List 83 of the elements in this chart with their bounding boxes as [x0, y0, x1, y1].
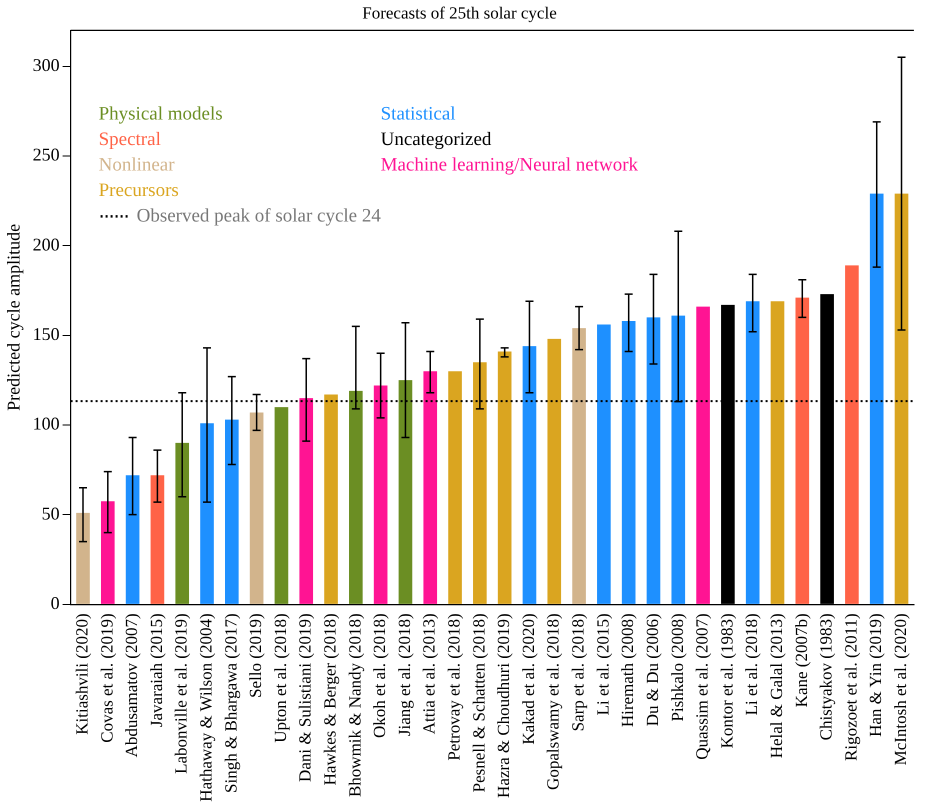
bar: [200, 423, 214, 604]
x-tick-label: Du & Du (2006): [642, 613, 662, 726]
bar: [250, 412, 264, 604]
x-tick-label: Javaraiah (2015): [146, 613, 166, 728]
x-tick-label: Okoh et al. (2018): [370, 613, 390, 738]
x-tick-label: Upton et al. (2018): [270, 613, 290, 743]
bar: [473, 362, 487, 604]
x-tick-label: Hathaway & Wilson (2004): [196, 613, 216, 802]
bar: [150, 475, 164, 604]
text: Machine learning/Neural network: [380, 154, 639, 176]
bar: [894, 194, 908, 604]
bar: [671, 316, 686, 604]
bar: [299, 398, 314, 604]
x-tick-label: Hawkes & Berger (2018): [320, 613, 340, 786]
bar: [622, 320, 636, 604]
x-tick-label: Jiang et al. (2018): [394, 613, 414, 736]
x-tick-label: Pesnell & Schatten (2018): [469, 613, 488, 792]
x-tick-label: Quassim et al. (2007): [692, 613, 712, 760]
text: Statistical: [380, 103, 456, 124]
chart-title: Forecasts of 25th solar cycle: [362, 4, 557, 23]
text: Uncategorized: [380, 128, 492, 150]
y-tick-label: 150: [32, 324, 60, 344]
bar: [225, 420, 239, 604]
x-tick-label: Li et al. (2015): [593, 613, 612, 716]
y-tick-label: 0: [50, 593, 60, 614]
x-tick-label: Dani & Sulistiani (2019): [296, 613, 315, 782]
x-tick-label: Abdusamatov (2007): [122, 613, 142, 758]
bar: [746, 301, 760, 604]
y-tick-label: 50: [42, 503, 60, 524]
x-tick-label: Covas et al. (2019): [97, 613, 116, 743]
bar: [100, 501, 115, 604]
text: Precursors: [98, 180, 179, 201]
bar: [274, 407, 288, 604]
bar: [572, 328, 586, 604]
x-tick-label: Pishkalo (2008): [668, 613, 687, 722]
bar: [498, 351, 512, 604]
x-tick-label: Rigozoet et al. (2011): [841, 613, 860, 761]
x-tick-label: Kakad et al. (2020): [518, 613, 538, 745]
bar: [175, 442, 190, 604]
x-tick-label: Petrovay et al. (2018): [444, 613, 464, 761]
y-tick-label: 250: [32, 144, 60, 165]
bar: [522, 346, 536, 604]
bar: [795, 298, 810, 604]
x-tick-label: Hazra & Choudhuri (2019): [494, 613, 514, 798]
x-tick-label: Chistyakov (1983): [816, 613, 836, 740]
y-tick-label: 200: [32, 234, 60, 254]
x-tick-label: Kitiashvili (2020): [72, 613, 92, 735]
bar: [349, 390, 363, 604]
y-tick-label: 100: [32, 414, 60, 434]
x-tick-label: Li et al. (2018): [742, 613, 762, 716]
x-tick-label: Kontor et al. (1983): [717, 613, 736, 748]
text: Nonlinear: [98, 154, 176, 176]
bar: [845, 265, 859, 604]
text: Physical models: [98, 103, 223, 124]
bar: [398, 380, 412, 604]
x-tick-label: McIntosh et al. (2020): [890, 613, 910, 766]
x-tick-label: Attia et al. (2013): [420, 613, 439, 734]
bar: [76, 512, 90, 604]
x-tick-label: Singh & Bhargawa (2017): [221, 613, 240, 793]
bar: [696, 306, 710, 604]
y-axis-title: Predicted cycle amplitude: [4, 224, 24, 411]
x-tick-label: Kane (2007b): [792, 613, 811, 708]
bar: [646, 317, 660, 604]
x-tick-label: Sello (2019): [246, 613, 266, 698]
x-tick-label: Bhowmik & Nandy (2018): [345, 613, 364, 798]
bar: [597, 324, 611, 604]
x-tick-label: Hiremath (2008): [618, 613, 638, 728]
x-tick-label: Gopalswamy et al. (2018): [544, 613, 563, 790]
bar: [324, 394, 338, 604]
y-tick-label: 300: [32, 55, 60, 76]
bar: [448, 371, 462, 604]
x-tick-label: Sarp et al. (2018): [568, 613, 588, 732]
bar: [374, 386, 388, 604]
legend-label: Observed peak of solar cycle 24: [136, 205, 382, 226]
text: Spectral: [98, 128, 161, 150]
bar: [126, 475, 140, 604]
bar: [770, 301, 784, 604]
x-tick-label: Labonville et al. (2019): [172, 613, 191, 774]
bar: [870, 194, 884, 604]
bar: [547, 338, 562, 604]
x-tick-label: Han & Yin (2019): [866, 613, 886, 737]
bar: [423, 371, 438, 604]
x-tick-label: Helal & Galal (2013): [766, 613, 786, 758]
